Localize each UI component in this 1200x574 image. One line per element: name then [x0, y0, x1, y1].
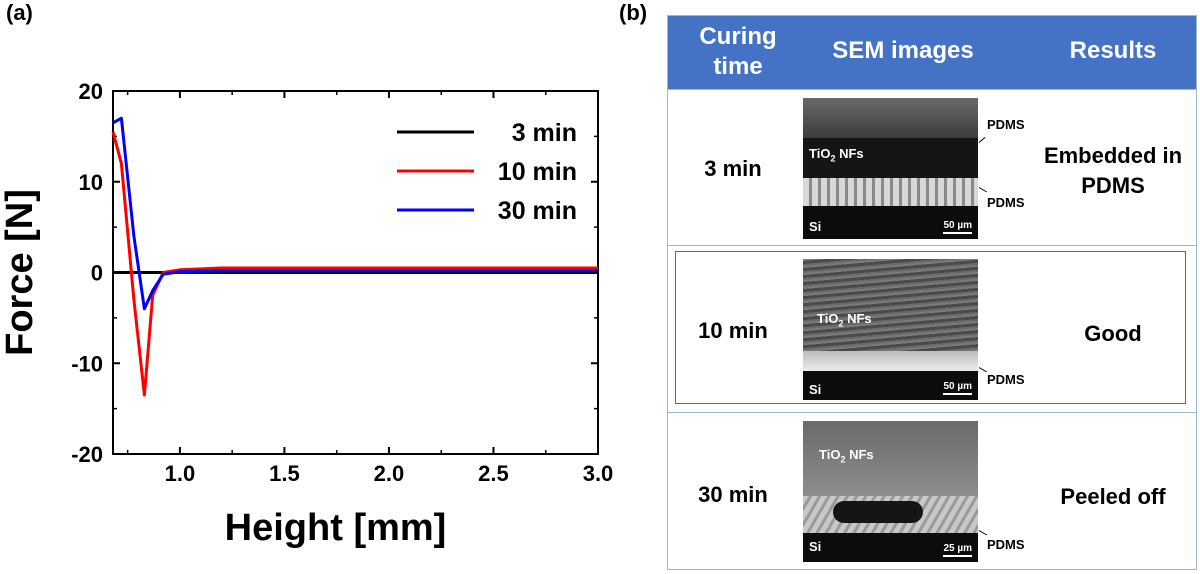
sem-image: TiO2 NFs Si 25 µm — [803, 421, 978, 562]
layer-label: TiO2 NFs — [809, 146, 864, 164]
nanofiber-layer — [803, 259, 978, 351]
nanofiber-layer — [803, 421, 978, 496]
panel-b-label: (b) — [619, 0, 648, 25]
force-height-chart: 20 10 0 -10 -20 1.0 1.5 2.0 2.5 3.0 3 min 10 min 30 … — [0, 79, 614, 549]
y-tick-label: 10 — [79, 170, 103, 195]
y-tick-label: -10 — [71, 351, 103, 376]
table-row: 30 min TiO2 NFs Si 25 µm PDMS Peeled off — [668, 412, 1196, 569]
legend-label: 30 min — [498, 197, 577, 225]
x-tick-label: 1.0 — [165, 461, 196, 486]
sem-image: TiO2 NFs Si 50 µm — [803, 98, 978, 239]
y-tick-label: -20 — [71, 442, 103, 467]
header-sem-images: SEM images — [832, 37, 974, 64]
result: Good — [1084, 321, 1142, 346]
nanofiber-layer — [803, 138, 978, 178]
si-substrate — [803, 533, 978, 562]
panel-a-label: (a) — [6, 0, 33, 25]
curing-table: Curing time SEM images Results 3 min TiO… — [667, 15, 1197, 570]
x-tick-label: 2.0 — [374, 461, 405, 486]
series-line-30-min — [112, 116, 598, 311]
scale-text: 50 µm — [943, 381, 972, 392]
annotation-pdms: PDMS — [987, 372, 1025, 387]
result: Embedded in PDMS — [1043, 143, 1183, 198]
detached-fibers — [833, 501, 923, 523]
x-tick-label: 3.0 — [583, 461, 614, 486]
arrow — [978, 136, 986, 143]
legend-label: 3 min — [512, 119, 577, 147]
annotation-pdms: PDMS — [987, 537, 1025, 552]
table-row: 10 min TiO2 NFs Si 50 µm PDMS Good — [668, 245, 1196, 412]
curing-time: 10 min — [698, 318, 768, 343]
legend-label: 10 min — [498, 158, 577, 186]
annotation-pdms: PDMS — [987, 195, 1025, 210]
substrate-label: Si — [809, 382, 822, 397]
scale-bar: 25 µm — [943, 543, 972, 557]
scale-text: 50 µm — [943, 220, 972, 231]
table-row: 3 min TiO2 NFs Si 50 µm PDMS PDMS Embedd… — [668, 89, 1196, 245]
scale-bar: 50 µm — [943, 381, 972, 395]
pdms-top-layer — [803, 98, 978, 138]
curing-time: 30 min — [698, 482, 768, 507]
x-tick-label: 1.5 — [269, 461, 300, 486]
curing-time: 3 min — [704, 156, 762, 181]
layer-label: TiO2 NFs — [817, 311, 872, 329]
si-substrate — [803, 371, 978, 400]
highlight-box — [675, 251, 1186, 404]
substrate-label: Si — [809, 219, 822, 234]
arrow — [978, 530, 988, 536]
arrow — [978, 187, 988, 193]
substrate-label: Si — [809, 539, 822, 554]
result: Peeled off — [1060, 484, 1166, 509]
y-axis-label: Force [N] — [0, 189, 41, 356]
sem-image: TiO2 NFs Si 50 µm — [803, 259, 978, 400]
table-header: Curing time SEM images Results — [668, 16, 1196, 89]
pdms-layer — [803, 351, 978, 371]
y-tick-label: 20 — [79, 79, 103, 104]
series-line-10-min — [111, 131, 598, 397]
header-results: Results — [1069, 37, 1157, 64]
scale-text: 25 µm — [943, 543, 972, 554]
pdms-bottom-layer — [803, 178, 978, 206]
x-tick-label: 2.5 — [478, 461, 509, 486]
annotation-pdms: PDMS — [987, 117, 1025, 132]
x-axis-label: Height [mm] — [225, 507, 447, 549]
layer-label: TiO2 NFs — [819, 447, 874, 465]
y-tick-label: 0 — [91, 261, 103, 286]
scale-bar: 50 µm — [943, 220, 972, 234]
header-curing-time: Curing time — [699, 23, 777, 80]
